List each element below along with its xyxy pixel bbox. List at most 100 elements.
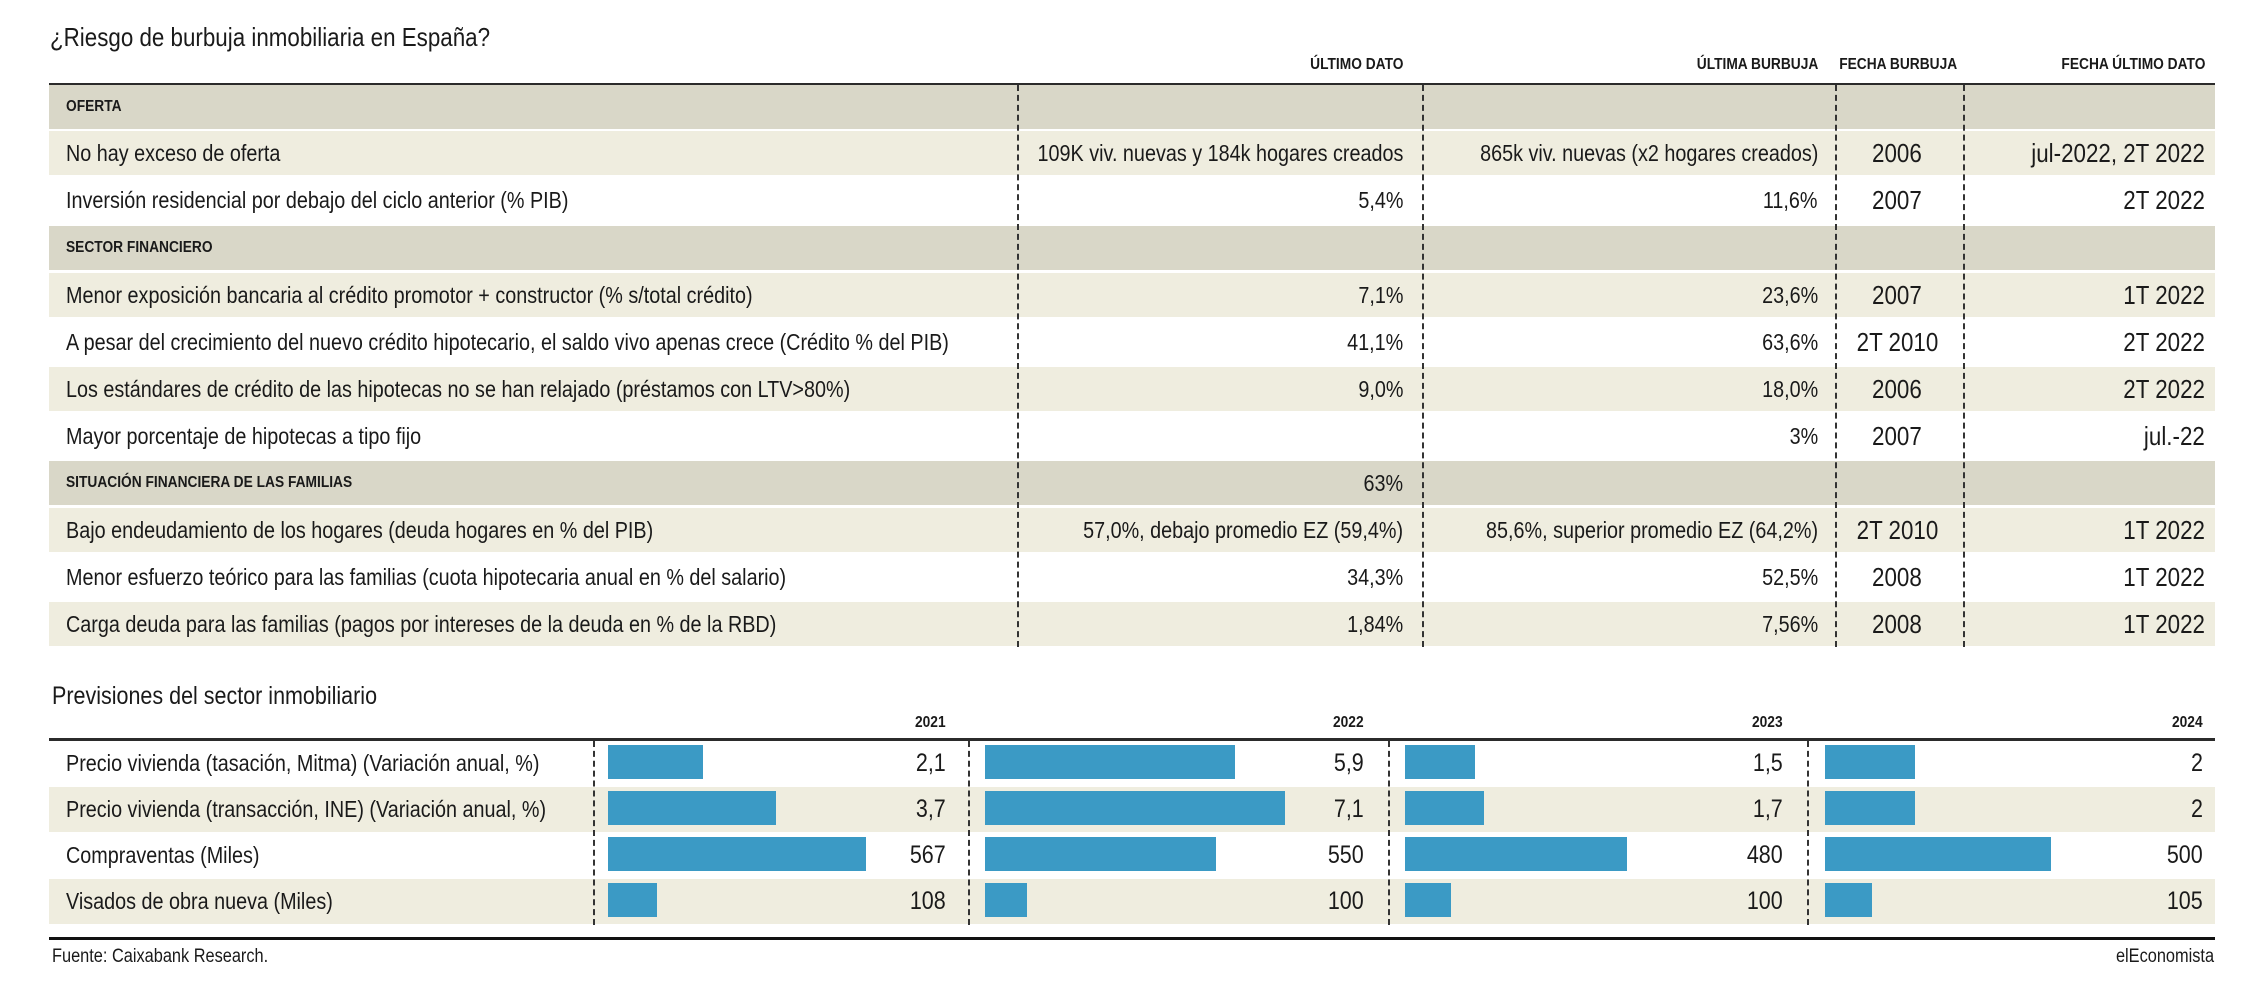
bar-2023-row-2 — [1405, 791, 1484, 825]
section-header-row: OFERTA — [49, 85, 2215, 129]
bar-2022-row-1 — [985, 745, 1235, 779]
cell-ultimo-dato: 109K viv. nuevas y 184k hogares creados — [1037, 140, 1403, 166]
bar-value-label: 105 — [2167, 887, 2203, 915]
bar-2021-row-3 — [608, 837, 866, 871]
table-row: A pesar del crecimiento del nuevo crédit… — [49, 320, 2215, 364]
bar-2021-row-2 — [608, 791, 776, 825]
cell-fecha-burbuja: 2T 2010 — [1856, 327, 1938, 357]
row-label: Inversión residencial por debajo del cic… — [66, 187, 569, 213]
forecast-row: Visados de obra nueva (Miles) — [49, 879, 2215, 924]
section-header-row: SITUACIÓN FINANCIERA DE LAS FAMILIAS 63% — [49, 461, 2215, 505]
cell-ultima-burbuja: 52,5% — [1761, 564, 1818, 590]
cell-fecha-ultimo-dato: 1T 2022 — [2123, 515, 2205, 545]
header-fecha-burbuja: FECHA BURBUJA — [1839, 56, 1958, 73]
bar-2023-row-4 — [1405, 883, 1451, 917]
column-separator — [1807, 741, 1809, 925]
cell-ultimo-dato: 34,3% — [1346, 564, 1403, 590]
table-row: Carga deuda para las familias (pagos por… — [49, 602, 2215, 646]
source-note: Fuente: Caixabank Research. — [52, 946, 269, 967]
column-separator — [1835, 85, 1837, 647]
cell-fecha-burbuja: 2008 — [1872, 609, 1922, 639]
cell-ultimo-dato: 57,0%, debajo promedio EZ (59,4%) — [1083, 517, 1403, 543]
cell-fecha-ultimo-dato — [1605, 226, 2205, 270]
row-label: Los estándares de crédito de las hipotec… — [66, 376, 851, 402]
cell-fecha-ultimo-dato: 1T 2022 — [2123, 280, 2205, 310]
year-header-2024: 2024 — [2172, 714, 2203, 731]
cell-ultima-burbuja: 7,56% — [1761, 611, 1818, 637]
row-label: A pesar del crecimiento del nuevo crédit… — [66, 329, 949, 355]
cell-fecha-burbuja: 2007 — [1872, 280, 1922, 310]
section-header-row: SECTOR FINANCIERO — [49, 226, 2215, 270]
bar-value-label: 1,5 — [1753, 749, 1783, 777]
bar-value-label: 3,7 — [916, 795, 946, 823]
header-ultima-burbuja: ÚLTIMA BURBUJA — [1696, 56, 1818, 73]
table-top-rule — [49, 83, 2215, 85]
year-header-2023: 2023 — [1752, 714, 1783, 731]
bar-value-label: 2 — [2191, 749, 2203, 777]
cell-fecha-ultimo-dato: jul.-22 — [2144, 421, 2205, 451]
bar-value-label: 100 — [1747, 887, 1783, 915]
cell-fecha-ultimo-dato — [1605, 461, 2205, 505]
bar-2024-row-2 — [1825, 791, 1915, 825]
bar-value-label: 2,1 — [916, 749, 946, 777]
bar-value-label: 100 — [1328, 887, 1364, 915]
bar-value-label: 480 — [1747, 841, 1783, 869]
cell-ultima-burbuja: 23,6% — [1761, 282, 1818, 308]
brand-logo-text: elEconomista — [2115, 946, 2214, 967]
cell-fecha-ultimo-dato: jul-2022, 2T 2022 — [2031, 138, 2205, 168]
bar-2022-row-2 — [985, 791, 1285, 825]
table-row: Menor esfuerzo teórico para las familias… — [49, 555, 2215, 599]
table-row: Bajo endeudamiento de los hogares (deuda… — [49, 508, 2215, 552]
row-label: Mayor porcentaje de hipotecas a tipo fij… — [66, 423, 422, 449]
header-ultimo-dato: ÚLTIMO DATO — [1309, 56, 1403, 73]
bar-2022-row-3 — [985, 837, 1216, 871]
bar-2024-row-3 — [1825, 837, 2051, 871]
cell-ultimo-dato: 63% — [1363, 470, 1403, 496]
year-header-2022: 2022 — [1333, 714, 1364, 731]
bar-value-label: 2 — [2191, 795, 2203, 823]
row-label: Menor esfuerzo teórico para las familias… — [66, 564, 787, 590]
cell-ultimo-dato: 5,4% — [1357, 187, 1403, 213]
cell-ultima-burbuja: 85,6%, superior promedio EZ (64,2%) — [1485, 517, 1818, 543]
table-row: Mayor porcentaje de hipotecas a tipo fij… — [49, 414, 2215, 458]
cell-fecha-ultimo-dato: 2T 2022 — [2123, 374, 2205, 404]
column-separator — [1422, 85, 1424, 647]
bar-value-label: 5,9 — [1334, 749, 1364, 777]
forecast-row-label: Compraventas (Miles) — [66, 842, 260, 868]
column-separator — [593, 741, 595, 925]
column-separator — [1017, 85, 1019, 647]
cell-fecha-ultimo-dato — [1605, 85, 2205, 129]
cell-ultima-burbuja: 18,0% — [1761, 376, 1818, 402]
forecast-row-label: Precio vivienda (transacción, INE) (Vari… — [66, 796, 547, 822]
cell-fecha-ultimo-dato: 2T 2022 — [2123, 185, 2205, 215]
table-row: Los estándares de crédito de las hipotec… — [49, 367, 2215, 411]
column-separator — [968, 741, 970, 925]
cell-fecha-burbuja: 2007 — [1872, 421, 1922, 451]
table-row: Inversión residencial por debajo del cic… — [49, 178, 2215, 222]
cell-fecha-burbuja: 2007 — [1872, 185, 1922, 215]
cell-fecha-ultimo-dato: 1T 2022 — [2123, 609, 2205, 639]
row-label: Bajo endeudamiento de los hogares (deuda… — [66, 517, 654, 543]
cell-fecha-burbuja: 2006 — [1872, 138, 1922, 168]
forecast-title: Previsiones del sector inmobiliario — [52, 682, 378, 710]
column-separator — [1388, 741, 1390, 925]
cell-ultima-burbuja: 11,6% — [1763, 187, 1818, 213]
bar-2024-row-1 — [1825, 745, 1915, 779]
cell-fecha-burbuja: 2008 — [1872, 562, 1922, 592]
cell-ultimo-dato: 9,0% — [1357, 376, 1403, 402]
cell-ultimo-dato: 1,84% — [1346, 611, 1403, 637]
row-label: No hay exceso de oferta — [66, 140, 281, 166]
bar-2023-row-3 — [1405, 837, 1627, 871]
section-label: SITUACIÓN FINANCIERA DE LAS FAMILIAS — [66, 474, 353, 491]
chart-title: ¿Riesgo de burbuja inmobiliaria en Españ… — [50, 22, 491, 52]
cell-ultima-burbuja: 3% — [1789, 423, 1818, 449]
forecast-top-rule — [49, 738, 2215, 741]
column-separator — [1963, 85, 1965, 647]
bar-2023-row-1 — [1405, 745, 1475, 779]
cell-ultimo-dato: 41,1% — [1346, 329, 1403, 355]
bar-value-label: 7,1 — [1334, 795, 1364, 823]
section-label: SECTOR FINANCIERO — [66, 239, 213, 256]
bar-2024-row-4 — [1825, 883, 1872, 917]
cell-ultima-burbuja: 865k viv. nuevas (x2 hogares creados) — [1479, 140, 1818, 166]
cell-fecha-ultimo-dato: 1T 2022 — [2123, 562, 2205, 592]
